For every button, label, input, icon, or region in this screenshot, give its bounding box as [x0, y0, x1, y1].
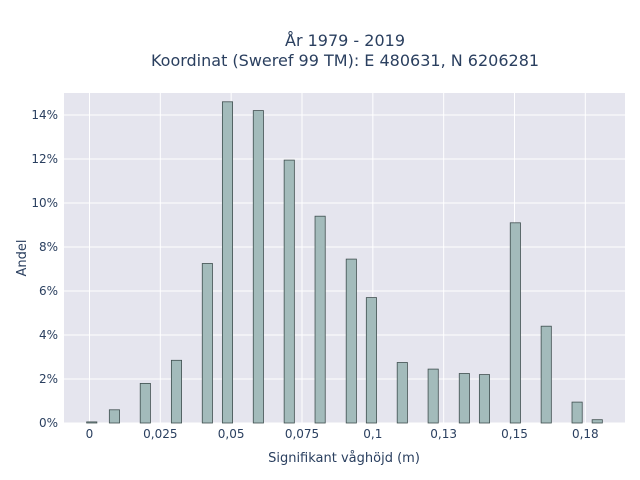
y-tick-label-5: 10% — [31, 196, 58, 210]
bar-7 — [283, 159, 295, 424]
bar-5 — [221, 101, 233, 424]
y-tick-label-7: 14% — [31, 108, 58, 122]
x-axis-ticks: 0 0,025 0,05 0,075 0,1 0,13 0,15 0,18 — [86, 427, 599, 441]
bar-11 — [396, 362, 408, 424]
x-tick-label-5: 0,13 — [430, 427, 457, 441]
bar-2 — [139, 382, 151, 424]
x-tick-label-4: 0,1 — [363, 427, 382, 441]
bar-10 — [365, 297, 377, 424]
y-tick-label-3: 6% — [39, 284, 58, 298]
x-tick-label-7: 0,18 — [572, 427, 599, 441]
bar-0 — [86, 421, 98, 424]
chart-title-line-1: År 1979 - 2019 — [285, 31, 405, 50]
bar-12 — [427, 368, 439, 424]
x-tick-label-6: 0,15 — [501, 427, 528, 441]
bar-16 — [540, 325, 552, 424]
bar-9 — [345, 258, 357, 424]
x-axis-label: Signifikant våghöjd (m) — [268, 451, 420, 466]
bar-15 — [509, 222, 521, 424]
y-tick-label-1: 2% — [39, 372, 58, 386]
y-tick-label-0: 0% — [39, 416, 58, 430]
bar-3 — [170, 359, 182, 424]
x-tick-label-0: 0 — [86, 427, 94, 441]
bar-18 — [591, 419, 603, 424]
bar-4 — [201, 263, 213, 424]
bars — [86, 101, 603, 424]
bar-17 — [571, 401, 583, 424]
y-axis-label: Andel — [15, 240, 30, 277]
x-tick-label-3: 0,075 — [285, 427, 319, 441]
bar-14 — [478, 374, 490, 424]
bar-6 — [252, 110, 264, 424]
y-tick-label-2: 4% — [39, 328, 58, 342]
bar-8 — [314, 215, 326, 424]
y-axis-ticks: 0% 2% 4% 6% 8% 10% 12% 14% — [31, 108, 58, 430]
x-tick-label-2: 0,05 — [218, 427, 245, 441]
plot-area — [64, 93, 625, 423]
chart-title-line-2: Koordinat (Sweref 99 TM): E 480631, N 62… — [151, 51, 539, 70]
bar-13 — [458, 373, 470, 424]
y-tick-label-4: 8% — [39, 240, 58, 254]
x-tick-label-1: 0,025 — [143, 427, 177, 441]
bar-1 — [108, 409, 120, 424]
y-tick-label-6: 12% — [31, 152, 58, 166]
